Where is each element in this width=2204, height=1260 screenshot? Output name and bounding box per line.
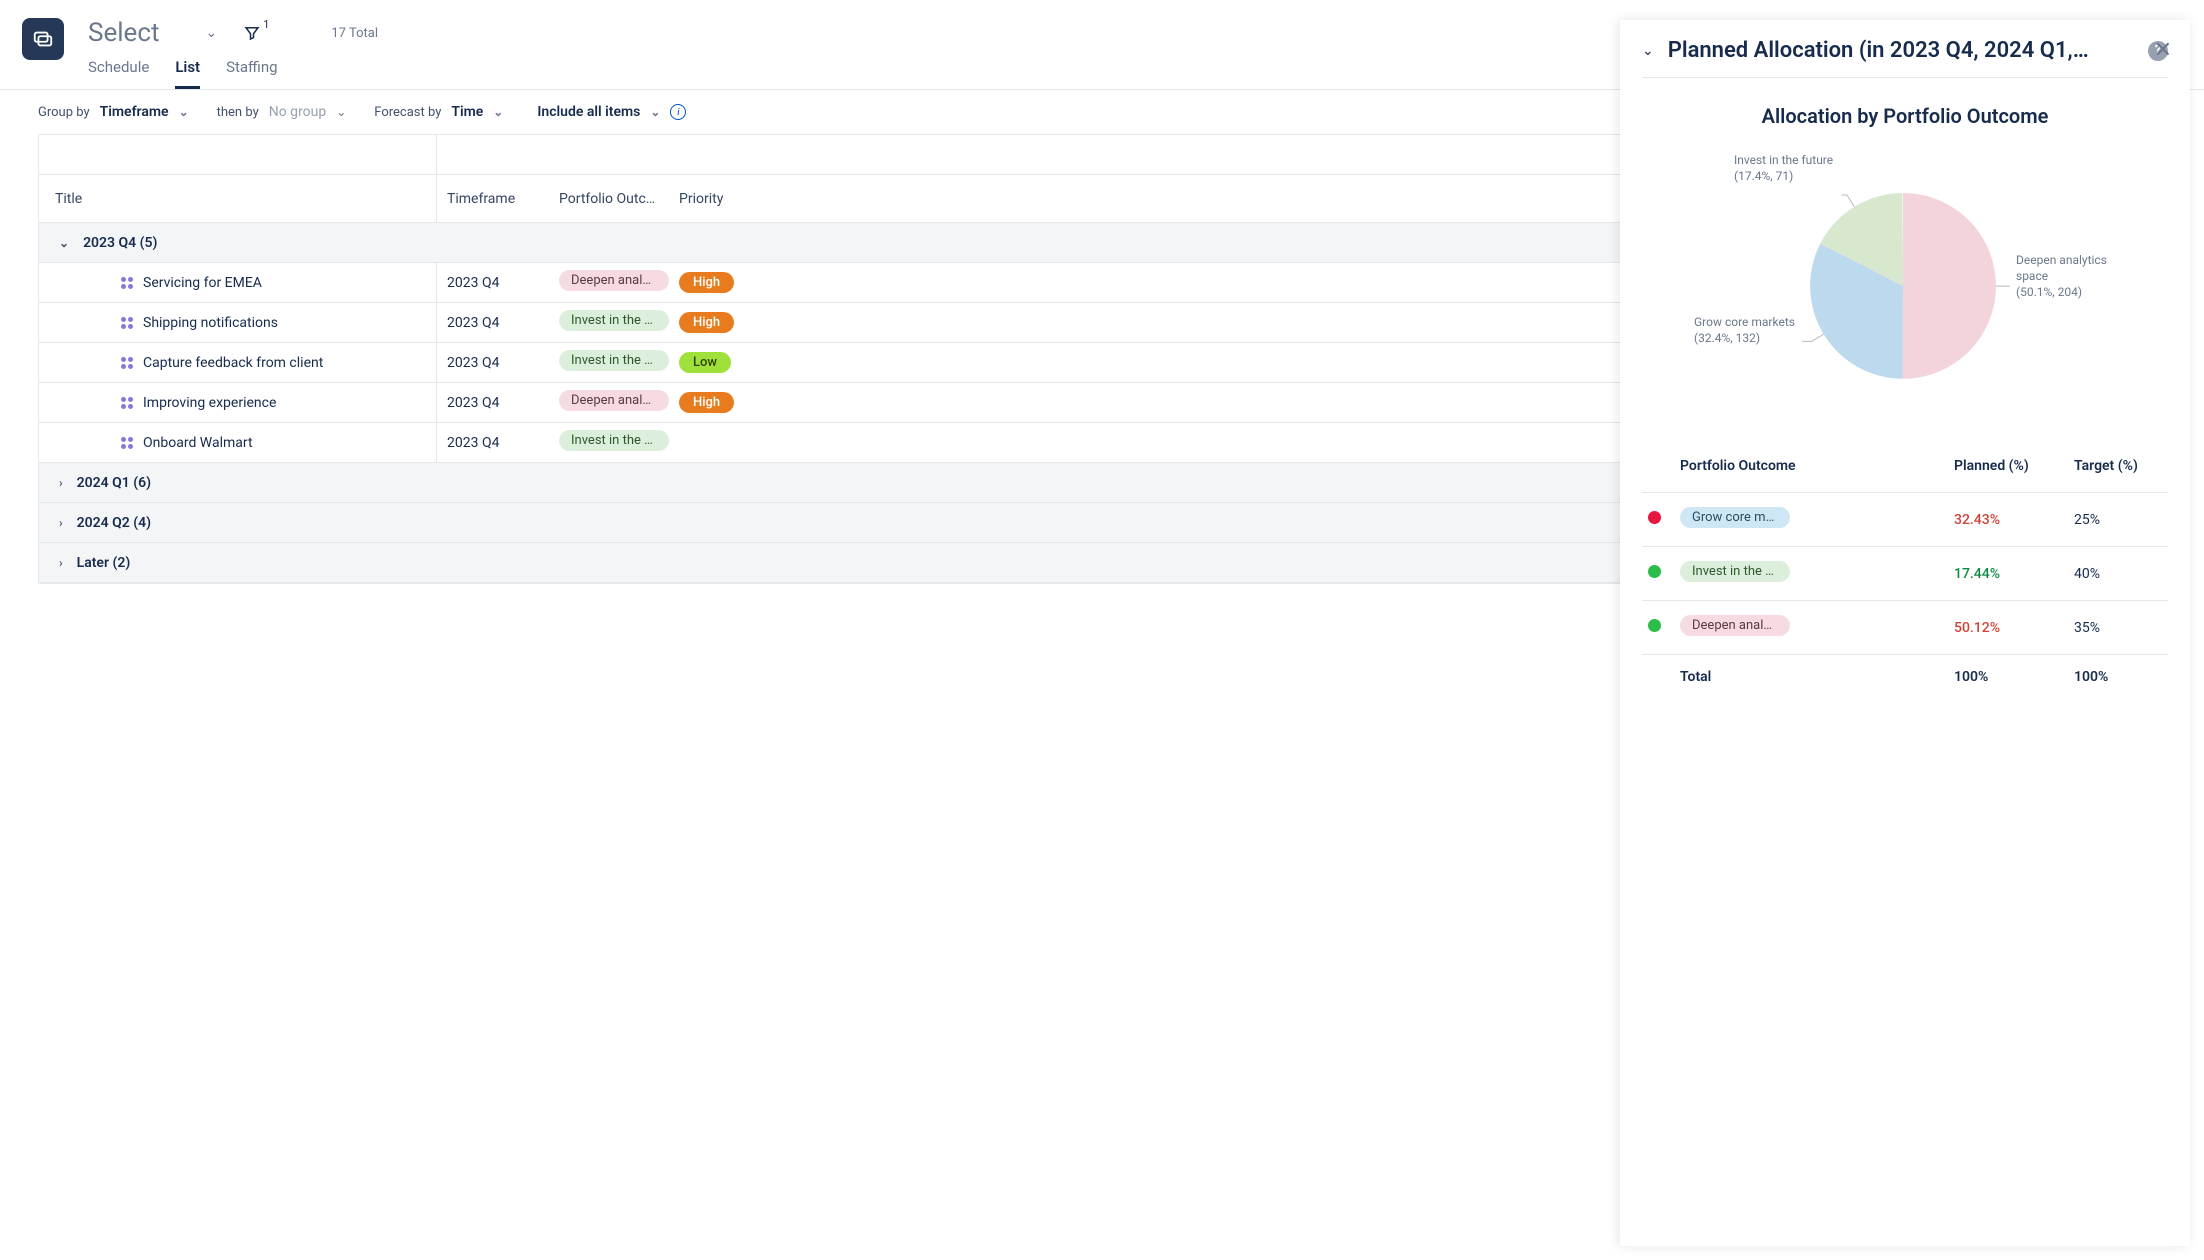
chevron-down-icon: ⌄ <box>205 25 217 41</box>
info-icon[interactable]: i <box>670 104 686 120</box>
col-title[interactable]: Title <box>39 175 437 222</box>
group-by-select[interactable]: Timeframe ⌄ <box>100 104 189 120</box>
view-select[interactable]: Select ⌄ <box>88 18 217 48</box>
allocation-row: Invest in the future 17.44%40% <box>1642 547 2168 601</box>
filter-icon <box>243 24 261 42</box>
pie-slice-label: Invest in the future(17.4%, 71) <box>1734 152 1833 184</box>
chevron-down-icon: ⌄ <box>336 105 346 119</box>
chevron-right-icon: › <box>59 476 63 490</box>
status-dot <box>1648 565 1661 578</box>
close-icon[interactable]: ✕ <box>2154 38 2172 63</box>
outcome-pill: Invest in the fu… <box>559 310 669 331</box>
chevron-right-icon: › <box>59 516 63 530</box>
forecast-by-select[interactable]: Time ⌄ <box>451 104 503 120</box>
item-title: Capture feedback from client <box>143 355 323 371</box>
planned-value: 17.44% <box>1948 547 2068 601</box>
tab-list[interactable]: List <box>175 58 200 89</box>
th-planned[interactable]: Planned (%) <box>1948 446 2068 493</box>
allocation-row: Deepen analytics space 50.12%35% <box>1642 601 2168 655</box>
allocation-row: Grow core markets 32.43%25% <box>1642 493 2168 547</box>
pie-slice-label: Deepen analyticsspace(50.1%, 204) <box>2016 252 2107 301</box>
item-timeframe: 2023 Q4 <box>437 395 559 411</box>
priority-badge: High <box>679 312 734 333</box>
item-timeframe: 2023 Q4 <box>437 355 559 371</box>
total-target: 100% <box>2068 655 2168 700</box>
planned-value: 50.12% <box>1948 601 2068 655</box>
chart-title: Allocation by Portfolio Outcome <box>1648 104 2162 128</box>
col-timeframe[interactable]: Timeframe <box>437 191 559 207</box>
outcome-pill: Deepen analyti… <box>559 390 669 411</box>
th-outcome[interactable]: Portfolio Outcome <box>1674 446 1948 493</box>
target-value: 25% <box>2068 493 2168 547</box>
outcome-pill: Grow core markets <box>1680 507 1790 528</box>
tabs: Schedule List Staffing <box>88 58 378 89</box>
total-planned: 100% <box>1948 655 2068 700</box>
item-type-icon <box>121 277 133 289</box>
outcome-pill: Invest in the fu… <box>559 350 669 371</box>
item-timeframe: 2023 Q4 <box>437 275 559 291</box>
target-value: 35% <box>2068 601 2168 655</box>
target-value: 40% <box>2068 547 2168 601</box>
outcome-pill: Invest in the fu… <box>559 430 669 451</box>
th-target[interactable]: Target (%) <box>2068 446 2168 493</box>
filter-count: 1 <box>263 18 269 31</box>
view-select-label: Select <box>88 18 159 48</box>
outcome-pill: Deepen analyti… <box>559 270 669 291</box>
item-title: Shipping notifications <box>143 315 278 331</box>
tab-schedule[interactable]: Schedule <box>88 58 149 89</box>
priority-badge: High <box>679 392 734 413</box>
group-label: 2024 Q1 (6) <box>77 475 151 491</box>
col-priority[interactable]: Priority <box>679 191 799 207</box>
total-label: Total <box>1674 655 1948 700</box>
item-timeframe: 2023 Q4 <box>437 315 559 331</box>
priority-badge: High <box>679 272 734 293</box>
allocation-table: Portfolio Outcome Planned (%) Target (%)… <box>1642 446 2168 699</box>
planned-value: 32.43% <box>1948 493 2068 547</box>
filter-button[interactable]: 1 <box>243 24 269 42</box>
pie-slice <box>1902 193 1996 379</box>
allocation-panel: ✕ ⌄ Planned Allocation (in 2023 Q4, 2024… <box>1620 20 2190 1246</box>
forecast-by-label: Forecast by <box>374 105 441 120</box>
item-type-icon <box>121 357 133 369</box>
panel-title: Planned Allocation (in 2023 Q4, 2024 Q1,… <box>1668 38 2134 63</box>
item-title: Improving experience <box>143 395 276 411</box>
status-dot <box>1648 511 1661 524</box>
item-timeframe: 2023 Q4 <box>437 435 559 451</box>
outcome-pill: Deepen analytics space <box>1680 615 1790 636</box>
group-label: 2024 Q2 (4) <box>77 515 151 531</box>
status-dot <box>1648 619 1661 632</box>
chevron-down-icon: ⌄ <box>650 105 660 119</box>
item-type-icon <box>121 317 133 329</box>
chevron-down-icon: ⌄ <box>179 105 189 119</box>
group-label: 2023 Q4 (5) <box>83 235 157 251</box>
item-type-icon <box>121 397 133 409</box>
total-count: 17 Total <box>331 26 378 41</box>
group-by-label: Group by <box>38 105 90 120</box>
include-items-select[interactable]: Include all items ⌄ <box>537 104 660 120</box>
then-by-label: then by <box>217 105 259 120</box>
allocation-pie-chart: Deepen analyticsspace(50.1%, 204) Grow co… <box>1648 146 2162 406</box>
then-by-select[interactable]: No group ⌄ <box>269 104 347 120</box>
allocation-total-row: Total100%100% <box>1642 655 2168 700</box>
app-icon[interactable] <box>22 18 64 60</box>
tab-staffing[interactable]: Staffing <box>226 58 277 89</box>
priority-badge: Low <box>679 352 731 373</box>
item-type-icon <box>121 437 133 449</box>
outcome-pill: Invest in the future <box>1680 561 1790 582</box>
chevron-right-icon: › <box>59 556 63 570</box>
pie-slice-label: Grow core markets(32.4%, 132) <box>1694 314 1795 346</box>
chevron-down-icon: ⌄ <box>59 236 69 250</box>
group-label: Later (2) <box>77 555 131 571</box>
col-outcome[interactable]: Portfolio Outc… <box>559 191 679 207</box>
item-title: Servicing for EMEA <box>143 275 262 291</box>
item-title: Onboard Walmart <box>143 435 253 451</box>
chevron-down-icon[interactable]: ⌄ <box>1642 43 1654 59</box>
chevron-down-icon: ⌄ <box>493 105 503 119</box>
